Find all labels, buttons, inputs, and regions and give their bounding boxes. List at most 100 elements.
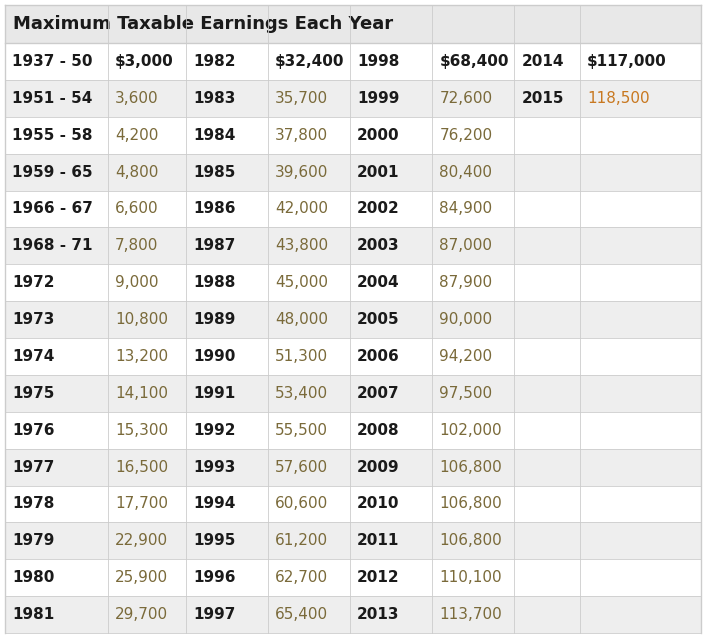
- Text: 22,900: 22,900: [115, 533, 168, 548]
- Text: $32,400: $32,400: [275, 54, 345, 69]
- Text: 17,700: 17,700: [115, 496, 168, 512]
- Bar: [5, 264, 701, 301]
- Text: 4,200: 4,200: [115, 128, 158, 143]
- Text: 1997: 1997: [193, 607, 235, 622]
- Text: 14,100: 14,100: [115, 386, 168, 401]
- Text: 1980: 1980: [12, 570, 54, 585]
- Text: 1973: 1973: [12, 312, 54, 327]
- Text: 2009: 2009: [357, 459, 400, 475]
- Text: $3,000: $3,000: [115, 54, 174, 69]
- Text: 2004: 2004: [357, 275, 400, 290]
- Text: 102,000: 102,000: [439, 423, 502, 438]
- Text: 60,600: 60,600: [275, 496, 328, 512]
- Text: 65,400: 65,400: [275, 607, 328, 622]
- Bar: [5, 412, 701, 449]
- Text: 16,500: 16,500: [115, 459, 168, 475]
- Text: 1955 - 58: 1955 - 58: [12, 128, 92, 143]
- Text: 1995: 1995: [193, 533, 235, 548]
- Text: 1991: 1991: [193, 386, 235, 401]
- Bar: [5, 449, 701, 486]
- Text: 53,400: 53,400: [275, 386, 328, 401]
- Text: 2013: 2013: [357, 607, 400, 622]
- Text: 1974: 1974: [12, 349, 54, 364]
- Text: 87,000: 87,000: [439, 239, 492, 253]
- Text: 1984: 1984: [193, 128, 235, 143]
- Text: 1979: 1979: [12, 533, 54, 548]
- Text: 1998: 1998: [357, 54, 400, 69]
- Text: 2014: 2014: [522, 54, 564, 69]
- Text: 1985: 1985: [193, 165, 235, 179]
- Text: 106,800: 106,800: [439, 533, 502, 548]
- Text: 1986: 1986: [193, 202, 236, 216]
- Text: 1983: 1983: [193, 91, 235, 106]
- Text: 2003: 2003: [357, 239, 400, 253]
- Text: 13,200: 13,200: [115, 349, 168, 364]
- Text: 118,500: 118,500: [587, 91, 650, 106]
- Bar: [5, 560, 701, 596]
- Text: $68,400: $68,400: [439, 54, 509, 69]
- Text: 2008: 2008: [357, 423, 400, 438]
- Bar: [5, 5, 701, 43]
- Text: 2001: 2001: [357, 165, 400, 179]
- Bar: [5, 523, 701, 560]
- Text: 94,200: 94,200: [439, 349, 493, 364]
- Bar: [5, 43, 701, 80]
- Text: 2012: 2012: [357, 570, 400, 585]
- Text: 42,000: 42,000: [275, 202, 328, 216]
- Text: 45,000: 45,000: [275, 275, 328, 290]
- Text: 57,600: 57,600: [275, 459, 328, 475]
- Text: 2011: 2011: [357, 533, 400, 548]
- Text: 87,900: 87,900: [439, 275, 493, 290]
- Text: 1987: 1987: [193, 239, 235, 253]
- Text: 90,000: 90,000: [439, 312, 493, 327]
- Bar: [5, 117, 701, 154]
- Text: 2002: 2002: [357, 202, 400, 216]
- Bar: [5, 596, 701, 633]
- Text: 106,800: 106,800: [439, 459, 502, 475]
- Text: 7,800: 7,800: [115, 239, 158, 253]
- Text: 1999: 1999: [357, 91, 400, 106]
- Text: 1989: 1989: [193, 312, 235, 327]
- Text: 1972: 1972: [12, 275, 54, 290]
- Text: 3,600: 3,600: [115, 91, 159, 106]
- Text: 84,900: 84,900: [439, 202, 493, 216]
- Bar: [5, 338, 701, 375]
- Text: 37,800: 37,800: [275, 128, 328, 143]
- Text: 1992: 1992: [193, 423, 236, 438]
- Text: 25,900: 25,900: [115, 570, 168, 585]
- Text: 113,700: 113,700: [439, 607, 502, 622]
- Text: 43,800: 43,800: [275, 239, 328, 253]
- Bar: [5, 80, 701, 117]
- Text: 2000: 2000: [357, 128, 400, 143]
- Text: 106,800: 106,800: [439, 496, 502, 512]
- Text: 2015: 2015: [522, 91, 564, 106]
- Text: $117,000: $117,000: [587, 54, 666, 69]
- Text: 61,200: 61,200: [275, 533, 328, 548]
- Text: 4,800: 4,800: [115, 165, 158, 179]
- Text: 1951 - 54: 1951 - 54: [12, 91, 92, 106]
- Text: 9,000: 9,000: [115, 275, 159, 290]
- Text: 2007: 2007: [357, 386, 400, 401]
- Text: 110,100: 110,100: [439, 570, 502, 585]
- Text: 2006: 2006: [357, 349, 400, 364]
- Bar: [5, 486, 701, 523]
- Text: 29,700: 29,700: [115, 607, 168, 622]
- Text: 1994: 1994: [193, 496, 235, 512]
- Bar: [5, 154, 701, 191]
- Text: 1975: 1975: [12, 386, 54, 401]
- Text: 1977: 1977: [12, 459, 54, 475]
- Text: 72,600: 72,600: [439, 91, 493, 106]
- Text: 80,400: 80,400: [439, 165, 492, 179]
- Bar: [5, 375, 701, 412]
- Text: 10,800: 10,800: [115, 312, 168, 327]
- Text: 55,500: 55,500: [275, 423, 328, 438]
- Text: 39,600: 39,600: [275, 165, 328, 179]
- Text: 1966 - 67: 1966 - 67: [12, 202, 93, 216]
- Text: 35,700: 35,700: [275, 91, 328, 106]
- Text: 1959 - 65: 1959 - 65: [12, 165, 92, 179]
- Text: 1996: 1996: [193, 570, 236, 585]
- Text: 1982: 1982: [193, 54, 236, 69]
- Text: 1976: 1976: [12, 423, 54, 438]
- Text: 6,600: 6,600: [115, 202, 159, 216]
- Text: 2010: 2010: [357, 496, 400, 512]
